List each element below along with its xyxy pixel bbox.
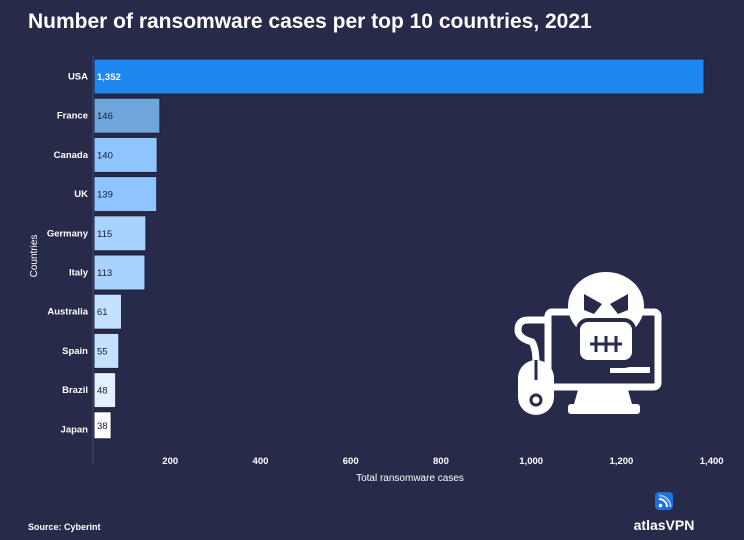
bar-usa[interactable] — [93, 58, 705, 95]
category-label: France — [57, 111, 88, 122]
atlasvpn-logo[interactable]: atlasVPN — [624, 490, 704, 533]
bar-canada[interactable] — [93, 136, 158, 173]
bar-australia[interactable] — [93, 293, 123, 330]
value-label: 61 — [97, 307, 108, 318]
bar-brazil[interactable] — [93, 372, 117, 409]
x-tick-label: 600 — [343, 456, 359, 467]
value-label: 1,352 — [97, 72, 121, 83]
x-axis-label: Total ransomware cases — [356, 473, 464, 484]
x-tick-label: 1,000 — [519, 456, 543, 467]
brand-name: atlasVPN — [633, 517, 695, 533]
value-label: 48 — [97, 386, 108, 397]
bar-germany[interactable] — [93, 215, 147, 252]
x-tick-label: 400 — [253, 456, 269, 467]
value-label: 113 — [97, 268, 112, 279]
category-label: Spain — [62, 346, 88, 357]
category-label: Italy — [69, 268, 89, 279]
category-label: UK — [74, 189, 88, 200]
bar-italy[interactable] — [93, 254, 146, 291]
value-label: 140 — [97, 150, 113, 161]
value-label: 38 — [97, 421, 108, 432]
skull-computer-icon — [514, 272, 662, 415]
category-label: USA — [68, 72, 88, 83]
x-tick-label: 1,200 — [610, 456, 634, 467]
category-label: Australia — [47, 307, 88, 318]
bar-japan[interactable] — [93, 411, 112, 440]
source-note: Source: Cyberint — [28, 522, 101, 532]
value-label: 115 — [97, 229, 112, 240]
y-axis-label: Countries — [29, 235, 40, 278]
value-label: 55 — [97, 346, 108, 357]
chart-title: Number of ransomware cases per top 10 co… — [28, 10, 592, 33]
category-label: Canada — [54, 150, 89, 161]
atlasvpn-logo-icon — [655, 492, 673, 510]
x-tick-label: 800 — [433, 456, 449, 467]
category-label: Brazil — [62, 385, 88, 396]
bar-france[interactable] — [93, 97, 161, 134]
value-label: 146 — [97, 111, 113, 122]
x-tick-label: 1,400 — [700, 456, 724, 467]
x-tick-label: 200 — [162, 456, 178, 467]
bar-chart: USA 1,352 France 146 Canada 140 UK 139 Germany 11… — [29, 55, 724, 484]
category-label: Germany — [47, 228, 89, 239]
value-label: 139 — [97, 190, 113, 201]
category-label: Japan — [61, 424, 89, 435]
bar-uk[interactable] — [93, 176, 158, 213]
bar-spain[interactable] — [93, 332, 120, 369]
